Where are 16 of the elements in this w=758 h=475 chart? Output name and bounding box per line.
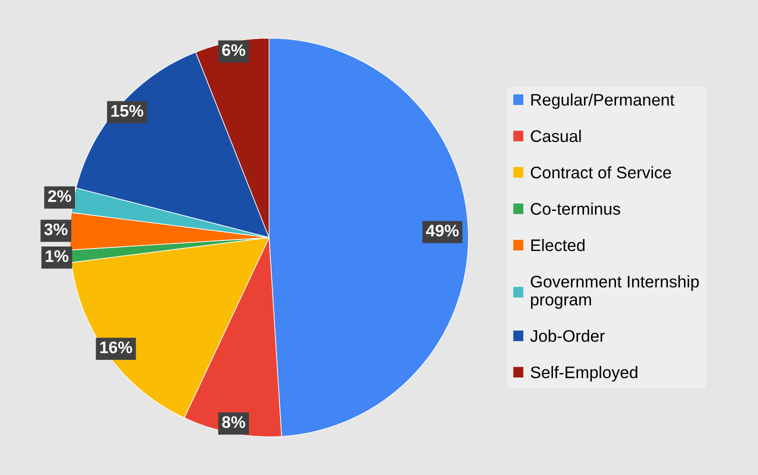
legend-label: Contract of Service [530, 166, 671, 178]
data-label: 2% [48, 190, 72, 202]
data-label: 16% [100, 341, 132, 354]
legend-label: Casual [530, 130, 581, 142]
legend-label: Government Internship program [530, 275, 699, 309]
data-label: 6% [222, 44, 246, 56]
legend-label: Elected [531, 238, 585, 252]
legend-label: Self-Employed [530, 366, 638, 382]
legend-label: Co-terminus [530, 202, 620, 215]
data-label: 8% [222, 416, 246, 428]
legend-label: Job-Order [530, 330, 605, 342]
data-label: 49% [426, 224, 459, 237]
legend-label: Regular/Permanent [531, 93, 674, 109]
data-label: 1% [46, 250, 68, 262]
data-label: 3% [44, 223, 68, 236]
data-label: 15% [111, 104, 144, 117]
